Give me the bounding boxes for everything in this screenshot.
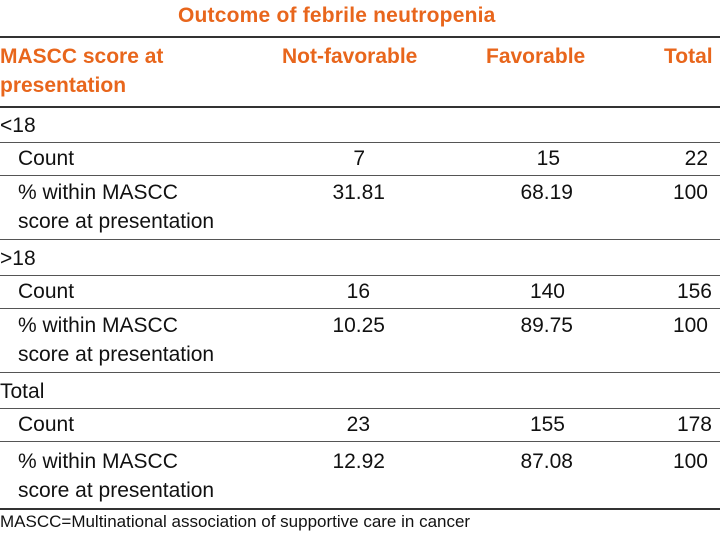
header-favorable: Favorable <box>486 45 586 68</box>
count-total: 22 <box>684 147 708 170</box>
top-rule <box>0 36 720 38</box>
header-row-label-line1: MASCC score at <box>0 45 164 68</box>
pct-favorable: 87.08 <box>520 450 573 473</box>
count-not-favorable: 7 <box>353 147 365 170</box>
group-end-rule <box>0 372 720 373</box>
pct-label-line2: score at presentation <box>18 479 215 502</box>
count-label: Count <box>18 280 75 303</box>
header-not-favorable: Not-favorable <box>282 45 418 68</box>
pct-not-favorable: 10.25 <box>332 314 385 337</box>
count-label: Count <box>18 147 75 170</box>
count-label: Count <box>18 413 75 436</box>
bottom-rule <box>0 508 720 510</box>
count-favorable: 15 <box>536 147 560 170</box>
pct-not-favorable: 12.92 <box>332 450 385 473</box>
count-total: 156 <box>676 280 712 303</box>
group-rule <box>0 142 720 143</box>
count-not-favorable: 16 <box>346 280 370 303</box>
count-favorable: 155 <box>529 413 565 436</box>
pct-label-line1: % within MASCC <box>18 181 178 204</box>
group-label: <18 <box>0 114 36 137</box>
row-rule <box>0 308 720 309</box>
table-footnote: MASCC=Multinational association of suppo… <box>0 512 471 531</box>
pct-total: 100 <box>672 181 708 204</box>
group-label: Total <box>0 380 45 403</box>
pct-label-line2: score at presentation <box>18 343 215 366</box>
pct-total: 100 <box>672 314 708 337</box>
group-rule <box>0 275 720 276</box>
row-rule <box>0 175 720 176</box>
header-row-label-line2: presentation <box>0 74 127 97</box>
pct-total: 100 <box>672 450 708 473</box>
row-rule <box>0 441 720 442</box>
group-end-rule <box>0 239 720 240</box>
group-label: >18 <box>0 247 36 270</box>
count-total: 178 <box>676 413 712 436</box>
count-favorable: 140 <box>529 280 565 303</box>
group-rule <box>0 408 720 409</box>
pct-not-favorable: 31.81 <box>332 181 385 204</box>
count-not-favorable: 23 <box>346 413 370 436</box>
pct-label-line1: % within MASCC <box>18 314 178 337</box>
header-rule <box>0 106 720 108</box>
pct-label-line1: % within MASCC <box>18 450 178 473</box>
header-total: Total <box>664 45 713 68</box>
pct-label-line2: score at presentation <box>18 210 215 233</box>
pct-favorable: 89.75 <box>520 314 573 337</box>
pct-favorable: 68.19 <box>520 181 573 204</box>
table-title: Outcome of febrile neutropenia <box>178 4 496 27</box>
